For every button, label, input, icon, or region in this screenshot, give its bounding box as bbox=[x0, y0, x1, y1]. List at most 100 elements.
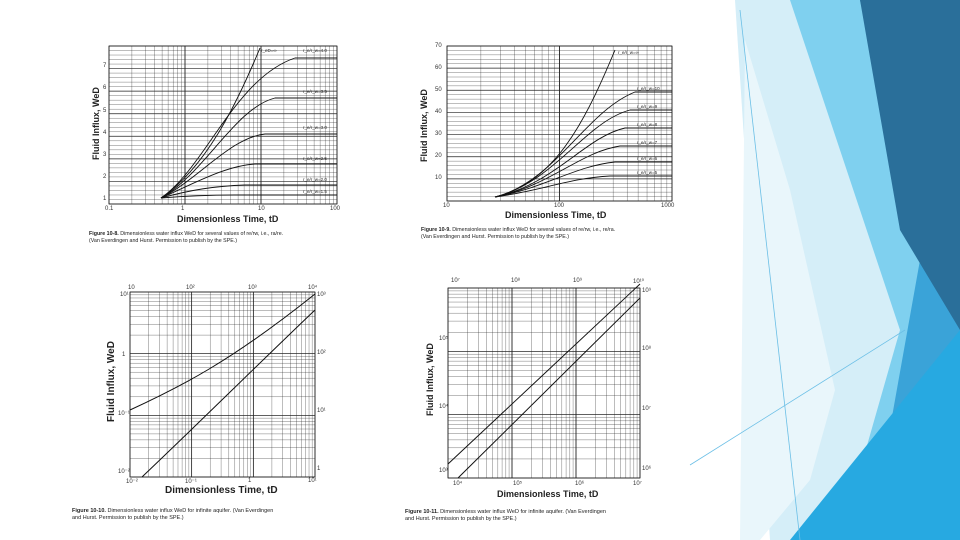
y-axis-label: Fluid Influx, WeD bbox=[91, 87, 101, 160]
y-tick: 4 bbox=[103, 130, 107, 136]
figure-number: Figure 10-11. bbox=[405, 509, 439, 515]
left-tick: 10³ bbox=[439, 468, 448, 474]
x-axis-label: Dimensionless Time, tD bbox=[165, 485, 278, 496]
curve-7 bbox=[494, 145, 672, 198]
x-axis-label: Dimensionless Time, tD bbox=[177, 214, 279, 224]
top-tick: 10¹⁰ bbox=[633, 279, 645, 285]
x-tick: 100 bbox=[330, 206, 341, 212]
x-tick: 0.1 bbox=[105, 206, 114, 212]
right-tick: 10⁸ bbox=[642, 346, 652, 352]
y-tick: 60 bbox=[435, 65, 442, 71]
curve-5 bbox=[494, 175, 672, 198]
left-tick: 1 bbox=[122, 352, 126, 358]
y-axis-label: Fluid Influx, WeD bbox=[106, 341, 117, 422]
curve-label: r_e/r_w=8 bbox=[637, 122, 658, 127]
curve-label: r_e/r_w=10 bbox=[637, 86, 660, 91]
curves bbox=[129, 293, 316, 478]
y-axis-label: Fluid Influx, WeD bbox=[425, 343, 435, 416]
y-tick: 20 bbox=[435, 153, 442, 159]
curve-label: r_eD=∞ bbox=[261, 48, 277, 53]
y-tick: 3 bbox=[103, 152, 107, 158]
deco-line bbox=[739, 9, 801, 540]
top-tick: 10³ bbox=[248, 285, 257, 291]
right-tick: 10¹ bbox=[317, 408, 326, 414]
bottom-tick: 10⁵ bbox=[513, 481, 523, 487]
bottom-tick: 10⁶ bbox=[575, 481, 585, 487]
bottom-tick: 10⁴ bbox=[453, 481, 463, 487]
left-tick: 10⁻² bbox=[118, 469, 130, 475]
curve-infinite bbox=[160, 47, 261, 199]
left-tick: 10¹ bbox=[120, 292, 129, 298]
y-tick: 5 bbox=[103, 108, 107, 114]
right-tick: 1 bbox=[317, 466, 321, 472]
left-tick: 10⁻¹ bbox=[118, 411, 130, 417]
figure-number: Figure 10-10. bbox=[72, 508, 106, 514]
y-tick: 70 bbox=[435, 43, 442, 49]
figure-caption: Figure 10-11. Dimensionless water influx… bbox=[405, 509, 703, 523]
y-tick: 6 bbox=[103, 85, 107, 91]
caption-text: Dimensionless water influx WeD for infin… bbox=[440, 509, 606, 515]
curve-3-5 bbox=[160, 97, 337, 199]
curve-upper bbox=[447, 283, 641, 465]
figure-number: Figure 10-9. bbox=[421, 227, 451, 233]
figure-10-9-plot bbox=[446, 45, 673, 202]
y-tick: 1 bbox=[103, 196, 107, 202]
bottom-tick: 10¹ bbox=[308, 478, 317, 484]
curve-4-0 bbox=[160, 57, 337, 199]
caption-source: (Van Everdingen and Hurst. Permission to… bbox=[89, 237, 237, 244]
x-axis-label: Dimensionless Time, tD bbox=[497, 489, 599, 499]
y-tick: 50 bbox=[435, 87, 442, 93]
x-axis-label: Dimensionless Time, tD bbox=[505, 210, 607, 220]
caption-source: and Hurst. Permission to publish by the … bbox=[72, 514, 184, 521]
curve-label: r_e/r_w=∞ bbox=[618, 50, 639, 55]
deco-dark-band bbox=[860, 0, 960, 330]
curve-label: r_e/r_w=7 bbox=[637, 140, 658, 145]
curve-6 bbox=[494, 161, 672, 198]
curves bbox=[160, 47, 337, 199]
top-tick: 10⁸ bbox=[511, 278, 521, 284]
figure-10-11: Fluid Influx, WeD 10⁷ 10⁸ 10⁹ 10¹⁰ 10⁴ 1… bbox=[403, 276, 703, 532]
left-tick: 10⁵ bbox=[439, 336, 449, 342]
curves bbox=[447, 283, 641, 479]
deco-bottom-band bbox=[790, 330, 960, 540]
curve-label: r_e/r_w=2.0 bbox=[303, 177, 327, 182]
bottom-tick: 1 bbox=[248, 478, 252, 484]
curve-label: r_e/r_w=4.0 bbox=[303, 48, 327, 53]
caption-text: Dimensionless water influx WeD for sever… bbox=[120, 231, 284, 237]
curve-1-5 bbox=[160, 194, 337, 199]
deco-white-wedge bbox=[740, 40, 835, 540]
right-tick: 10⁷ bbox=[642, 406, 651, 412]
curve-10 bbox=[494, 91, 672, 198]
right-tick: 10⁹ bbox=[642, 288, 652, 294]
curve-label: r_e/r_w=5 bbox=[637, 170, 658, 175]
figure-10-10-plot bbox=[129, 291, 316, 478]
x-tick: 100 bbox=[554, 203, 565, 209]
top-tick: 10 bbox=[128, 285, 135, 291]
x-tick: 10 bbox=[258, 206, 265, 212]
curve-2-0 bbox=[160, 184, 337, 199]
top-tick: 10² bbox=[186, 285, 195, 291]
curve-label: r_e/r_w=6 bbox=[637, 156, 658, 161]
caption-text: Dimensionless water influx WeD for sever… bbox=[452, 227, 616, 233]
curve-9 bbox=[494, 109, 672, 198]
curve-3-0 bbox=[160, 133, 337, 199]
figure-caption: Figure 10-8. Dimensionless water influx … bbox=[89, 231, 357, 244]
curve-label: r_e/r_w=3.5 bbox=[303, 89, 327, 94]
figure-caption: Figure 10-9. Dimensionless water influx … bbox=[421, 227, 689, 240]
figure-caption: Figure 10-10. Dimensionless water influx… bbox=[72, 508, 370, 522]
curve-2-5 bbox=[160, 163, 337, 199]
x-tick: 1 bbox=[181, 206, 185, 212]
curve-infinite bbox=[494, 49, 616, 198]
curve-label: r_e/r_w=1.5 bbox=[303, 189, 327, 194]
figure-10-9: Fluid Influx, WeD 70 60 50 40 30 20 10 1… bbox=[415, 42, 685, 252]
top-tick: 10⁷ bbox=[451, 278, 460, 284]
y-tick: 30 bbox=[435, 131, 442, 137]
y-tick: 40 bbox=[435, 109, 442, 115]
bottom-tick: 10⁻² bbox=[126, 479, 138, 485]
bottom-tick: 10⁻¹ bbox=[185, 479, 197, 485]
caption-source: and Hurst. Permission to publish by the … bbox=[405, 515, 517, 522]
curve-upper bbox=[129, 293, 316, 411]
figure-10-11-plot bbox=[447, 283, 641, 479]
